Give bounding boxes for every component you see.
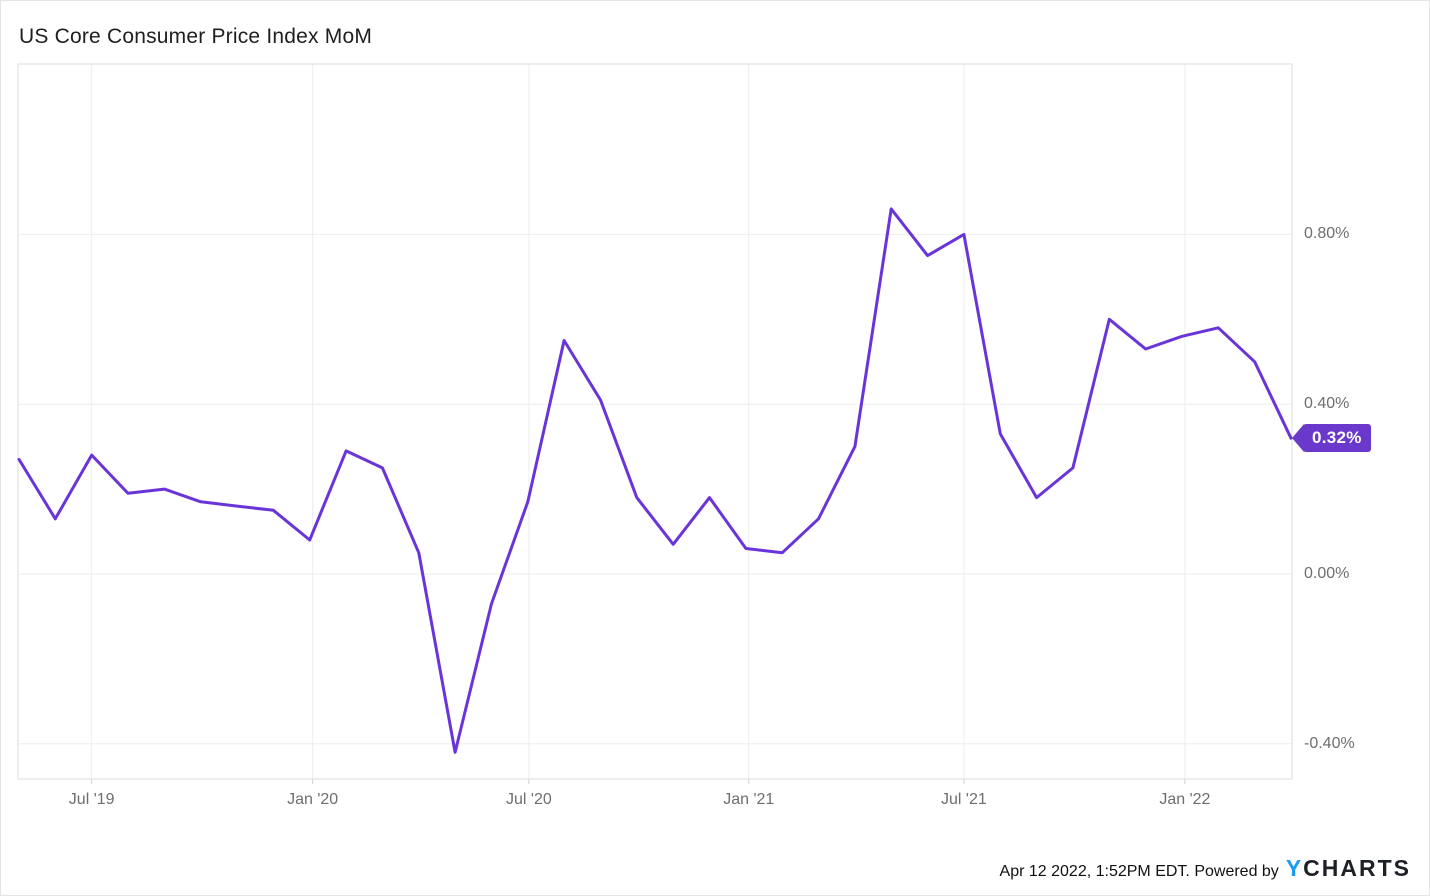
footer: Apr 12 2022, 1:52PM EDT. Powered by YCHA… [1000, 855, 1411, 882]
data-line [17, 207, 1293, 754]
y-axis-label: 0.40% [1304, 395, 1350, 413]
ycharts-y-icon: Y [1285, 855, 1304, 881]
y-axis-label: 0.80% [1304, 225, 1350, 243]
x-axis-label: Jul '21 [941, 791, 987, 808]
x-axis-label: Jul '19 [68, 791, 115, 808]
x-axis-label: Jul '20 [506, 791, 552, 808]
badge-arrow-icon [1292, 424, 1304, 452]
last-value-badge: 0.32% [1292, 424, 1371, 452]
x-axis-label: Jan '22 [1159, 791, 1211, 808]
x-axis-label: Jan '21 [723, 791, 775, 808]
badge-value: 0.32% [1303, 424, 1371, 452]
x-axis-label: Jan '20 [287, 791, 339, 808]
y-axis-label: -0.40% [1304, 734, 1355, 752]
timestamp: Apr 12 2022, 1:52PM EDT. Powered by [999, 863, 1279, 880]
ycharts-logo: YCHARTS [1285, 855, 1411, 881]
y-axis-label: 0.00% [1304, 565, 1350, 582]
chart-title: US Core Consumer Price Index MoM [19, 25, 373, 48]
plot-border [17, 63, 1293, 780]
